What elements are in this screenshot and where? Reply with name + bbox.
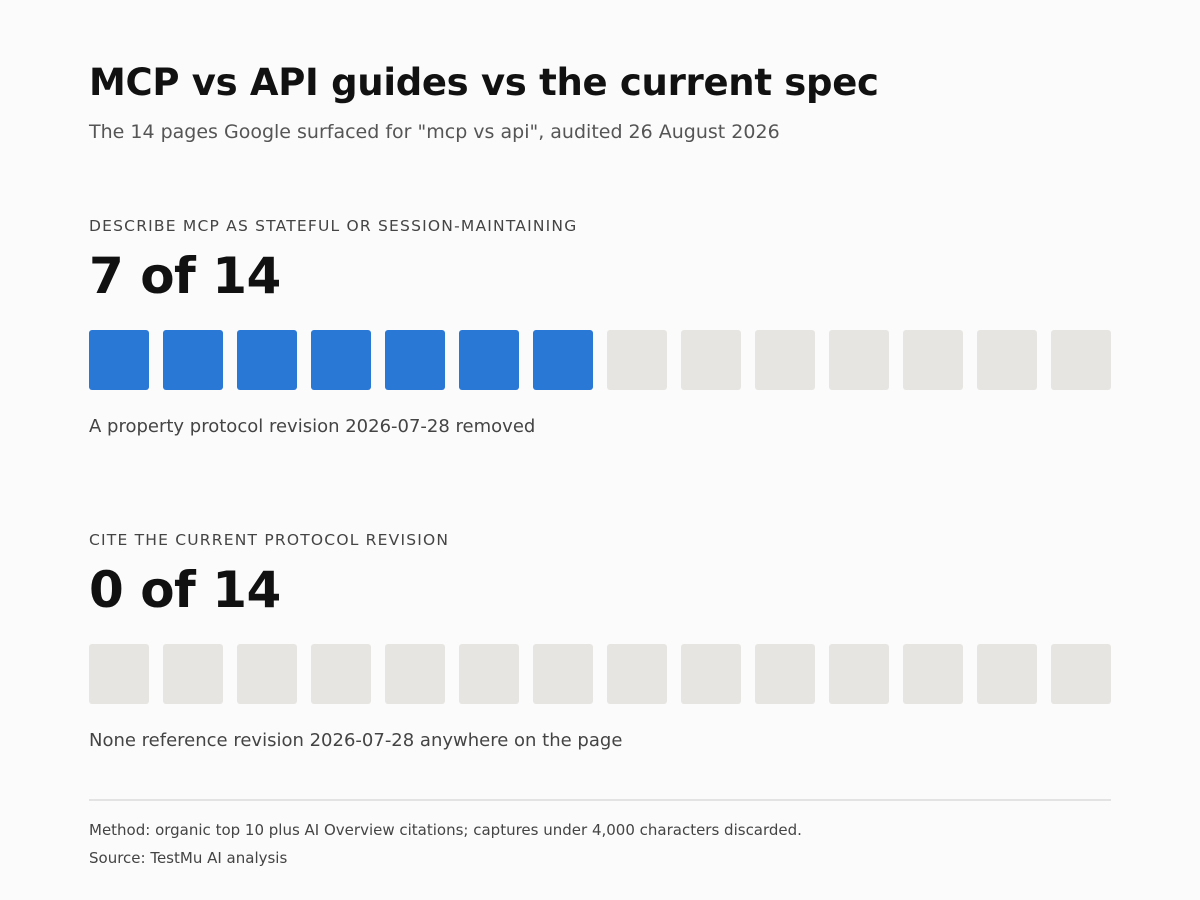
stat-section-stateful: DESCRIBE MCP AS STATEFUL OR SESSION-MAIN…	[89, 216, 1111, 456]
stat-section-current-revision: CITE THE CURRENT PROTOCOL REVISION 0 of …	[89, 530, 1111, 770]
waffle-cell-empty	[1051, 644, 1111, 704]
method-note: Method: organic top 10 plus AI Overview …	[89, 821, 802, 839]
stat-label: DESCRIBE MCP AS STATEFUL OR SESSION-MAIN…	[89, 217, 578, 235]
chart-title: MCP vs API guides vs the current spec	[89, 61, 879, 104]
waffle-cell-empty	[607, 644, 667, 704]
waffle-cell-filled	[163, 330, 223, 390]
waffle-cell-empty	[237, 644, 297, 704]
waffle-cell-filled	[385, 330, 445, 390]
stat-label: CITE THE CURRENT PROTOCOL REVISION	[89, 531, 450, 549]
stat-note: None reference revision 2026-07-28 anywh…	[89, 730, 623, 751]
waffle-cell-empty	[755, 644, 815, 704]
waffle-row-stateful	[89, 330, 1111, 390]
waffle-cell-empty	[977, 330, 1037, 390]
stat-note: A property protocol revision 2026-07-28 …	[89, 416, 536, 437]
waffle-cell-empty	[163, 644, 223, 704]
stat-value: 0 of 14	[89, 561, 281, 619]
waffle-cell-empty	[681, 644, 741, 704]
waffle-cell-filled	[237, 330, 297, 390]
waffle-cell-empty	[755, 330, 815, 390]
waffle-cell-empty	[459, 644, 519, 704]
waffle-cell-empty	[903, 644, 963, 704]
waffle-cell-filled	[533, 330, 593, 390]
footer-divider	[89, 799, 1111, 801]
waffle-row-current-revision	[89, 644, 1111, 704]
waffle-cell-empty	[829, 644, 889, 704]
waffle-cell-empty	[533, 644, 593, 704]
stat-value: 7 of 14	[89, 247, 281, 305]
waffle-cell-empty	[977, 644, 1037, 704]
waffle-cell-filled	[89, 330, 149, 390]
waffle-cell-empty	[311, 644, 371, 704]
chart-subtitle: The 14 pages Google surfaced for "mcp vs…	[89, 121, 780, 143]
waffle-cell-empty	[903, 330, 963, 390]
waffle-cell-filled	[459, 330, 519, 390]
waffle-cell-empty	[1051, 330, 1111, 390]
source-note: Source: TestMu AI analysis	[89, 849, 288, 867]
waffle-cell-empty	[681, 330, 741, 390]
waffle-cell-empty	[385, 644, 445, 704]
waffle-cell-empty	[829, 330, 889, 390]
waffle-cell-empty	[607, 330, 667, 390]
waffle-cell-filled	[311, 330, 371, 390]
waffle-cell-empty	[89, 644, 149, 704]
